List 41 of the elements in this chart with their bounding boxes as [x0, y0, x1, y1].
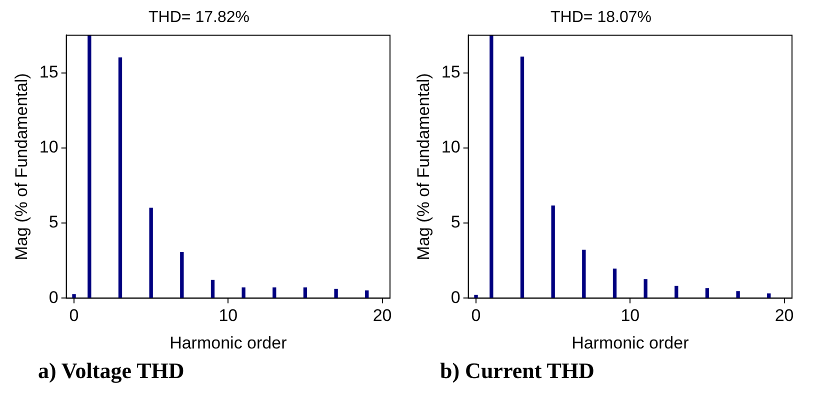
text: a) Voltage THD — [37, 358, 186, 384]
bar — [644, 279, 648, 298]
x-tick-label: 20 — [372, 306, 392, 326]
bar — [582, 250, 586, 298]
bar — [674, 286, 678, 298]
bar — [612, 268, 617, 298]
y-axis-title: Mag (% of Fundamental) — [12, 73, 31, 260]
bar — [736, 291, 740, 298]
bar — [210, 280, 215, 298]
y-axis-title: Mag (% of Fundamental) — [414, 73, 433, 260]
bar — [551, 205, 555, 298]
x-tick-label: 10 — [218, 306, 238, 326]
y-tick-label: 15 — [39, 62, 58, 82]
bar — [490, 35, 494, 298]
bar — [180, 252, 184, 298]
y-tick-label: 5 — [48, 212, 58, 232]
x-tick-label: 0 — [69, 306, 79, 326]
bar — [88, 35, 92, 298]
x-tick-label: 20 — [774, 306, 794, 326]
x-tick-label: 0 — [471, 306, 481, 326]
bar — [149, 208, 153, 298]
y-tick-label: 0 — [48, 288, 58, 307]
y-tick-label: 10 — [441, 138, 460, 157]
y-tick-label: 10 — [39, 138, 58, 157]
text: b) Current THD — [439, 358, 596, 384]
bar — [242, 287, 246, 298]
bar — [272, 287, 276, 298]
bar — [118, 57, 122, 298]
y-tick-label: 5 — [450, 212, 460, 232]
y-tick-label: 15 — [441, 62, 460, 82]
chart-title: THD= 18.07% — [550, 9, 652, 26]
x-axis-title: Harmonic order — [170, 333, 288, 352]
bar — [334, 288, 338, 298]
bar — [520, 56, 524, 298]
bar — [705, 288, 710, 298]
x-axis-title: Harmonic order — [572, 333, 690, 352]
bar — [303, 287, 308, 298]
bar — [72, 294, 76, 298]
chart-title: THD= 17.82% — [148, 9, 250, 26]
y-tick-label: 0 — [450, 288, 460, 307]
x-tick-label: 10 — [620, 306, 640, 326]
